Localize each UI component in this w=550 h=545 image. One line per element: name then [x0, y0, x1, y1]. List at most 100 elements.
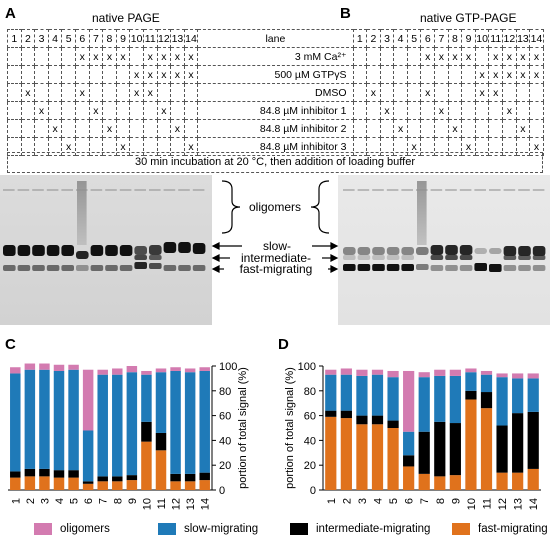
- gel-band-fast: [357, 264, 371, 271]
- bar-segment-slow-migrating: [434, 375, 446, 422]
- x-tick-label: 5: [69, 498, 81, 504]
- bar-segment-fast-migrating: [512, 472, 524, 490]
- bar-segment-intermediate-migrating: [449, 423, 461, 476]
- gel-band-slow: [149, 245, 162, 255]
- condition-mark: x: [170, 65, 185, 84]
- y-axis-label: portion of total signal (%): [237, 367, 249, 489]
- bar-segment-fast-migrating: [496, 472, 508, 490]
- bar-segment-oligomers: [449, 369, 461, 376]
- condition-mark: [88, 83, 104, 102]
- bar-segment-intermediate-migrating: [10, 471, 21, 478]
- bar-segment-oligomers: [126, 366, 138, 373]
- bar-segment-slow-migrating: [155, 372, 167, 433]
- gel-band-slow: [163, 242, 177, 253]
- condition-mark: x: [420, 47, 436, 66]
- gel-band-fast: [459, 265, 473, 271]
- y-tick-label: 60: [304, 411, 316, 423]
- x-tick-label: 7: [98, 498, 110, 504]
- panel-letter-c: C: [5, 336, 16, 353]
- gel-well: [90, 189, 103, 191]
- condition-mark: [502, 83, 517, 102]
- gel-band-intermediate: [430, 255, 444, 260]
- condition-mark: [420, 101, 436, 120]
- condition-mark: [7, 83, 22, 102]
- condition-mark: [34, 47, 49, 66]
- bar-segment-intermediate-migrating: [418, 431, 430, 474]
- condition-mark: x: [529, 47, 544, 66]
- bar-segment-fast-migrating: [340, 418, 352, 490]
- gel-band-fast: [386, 264, 400, 271]
- x-tick-label: 9: [450, 498, 462, 504]
- gel-band-slow: [532, 246, 546, 256]
- condition-mark: [115, 101, 131, 120]
- x-tick-label: 2: [341, 498, 353, 504]
- x-tick-label: 6: [404, 498, 416, 504]
- bar-segment-slow-migrating: [68, 369, 79, 471]
- bar-segment-oligomers: [434, 369, 446, 376]
- lane-number: 11: [488, 29, 504, 48]
- condition-mark: x: [474, 83, 490, 102]
- lane-number: 3: [34, 29, 49, 48]
- bar-segment-oligomers: [39, 363, 50, 370]
- legend-item: oligomers: [34, 523, 110, 535]
- legend-item: slow-migrating: [158, 523, 258, 535]
- gel-band-slow: [489, 248, 502, 254]
- condition-mark: [47, 47, 63, 66]
- gel-band-fast: [518, 265, 531, 271]
- gel-band-slow: [134, 246, 147, 255]
- bar-segment-slow-migrating: [356, 375, 368, 416]
- x-tick-label: 5: [388, 498, 400, 504]
- bar-segment-intermediate-migrating: [356, 415, 368, 425]
- condition-mark: [420, 65, 436, 84]
- y-tick-label: 100: [298, 361, 316, 373]
- condition-mark: [352, 65, 368, 84]
- condition-label: 3 mM Ca²⁺: [197, 47, 354, 66]
- condition-mark: x: [502, 101, 517, 120]
- condition-mark: [447, 83, 463, 102]
- condition-mark: x: [488, 65, 504, 84]
- bar-segment-slow-migrating: [199, 370, 210, 473]
- condition-mark: [170, 83, 185, 102]
- gel-band-slow: [192, 243, 206, 254]
- gel-band-slow: [46, 245, 60, 256]
- gel-well: [46, 189, 59, 191]
- incubation-note: 30 min incubation at 20 °C, then additio…: [7, 152, 543, 173]
- condition-mark: [34, 119, 49, 138]
- lane-number: 8: [102, 29, 117, 48]
- x-tick-label: 9: [127, 498, 139, 504]
- condition-mark: x: [434, 101, 449, 120]
- condition-mark: x: [47, 119, 63, 138]
- condition-mark: [115, 65, 131, 84]
- bar-segment-slow-migrating: [387, 377, 399, 421]
- bar-segment-intermediate-migrating: [387, 420, 399, 428]
- gel-band-intermediate: [445, 255, 458, 260]
- x-tick-label: 8: [435, 498, 447, 504]
- condition-mark: [102, 101, 117, 120]
- gel-band-slow: [61, 245, 74, 256]
- condition-mark: x: [488, 83, 504, 102]
- condition-mark: [474, 119, 490, 138]
- bar-segment-intermediate-migrating: [82, 481, 94, 484]
- bar-segment-oligomers: [527, 373, 539, 379]
- condition-mark: [406, 83, 422, 102]
- condition-mark: [379, 65, 395, 84]
- gel-band-intermediate: [357, 255, 371, 260]
- x-tick-label: 4: [373, 498, 385, 504]
- bar-segment-oligomers: [170, 367, 181, 371]
- y-tick-label: 80: [219, 386, 231, 398]
- condition-mark: [7, 101, 22, 120]
- bar-segment-fast-migrating: [356, 424, 368, 490]
- bar-segment-oligomers: [68, 364, 79, 370]
- lane-number: 12: [156, 29, 172, 48]
- gel-band-fast: [343, 264, 356, 271]
- x-tick-label: 2: [25, 498, 37, 504]
- gel-band-fast: [3, 265, 16, 271]
- gel-band-fast: [105, 265, 118, 271]
- gel-band-fast: [445, 265, 458, 271]
- bar-segment-oligomers: [184, 368, 196, 373]
- bar-segment-fast-migrating: [199, 480, 210, 490]
- label-oligomers: oligomers: [249, 200, 301, 214]
- x-tick-label: 14: [528, 498, 540, 510]
